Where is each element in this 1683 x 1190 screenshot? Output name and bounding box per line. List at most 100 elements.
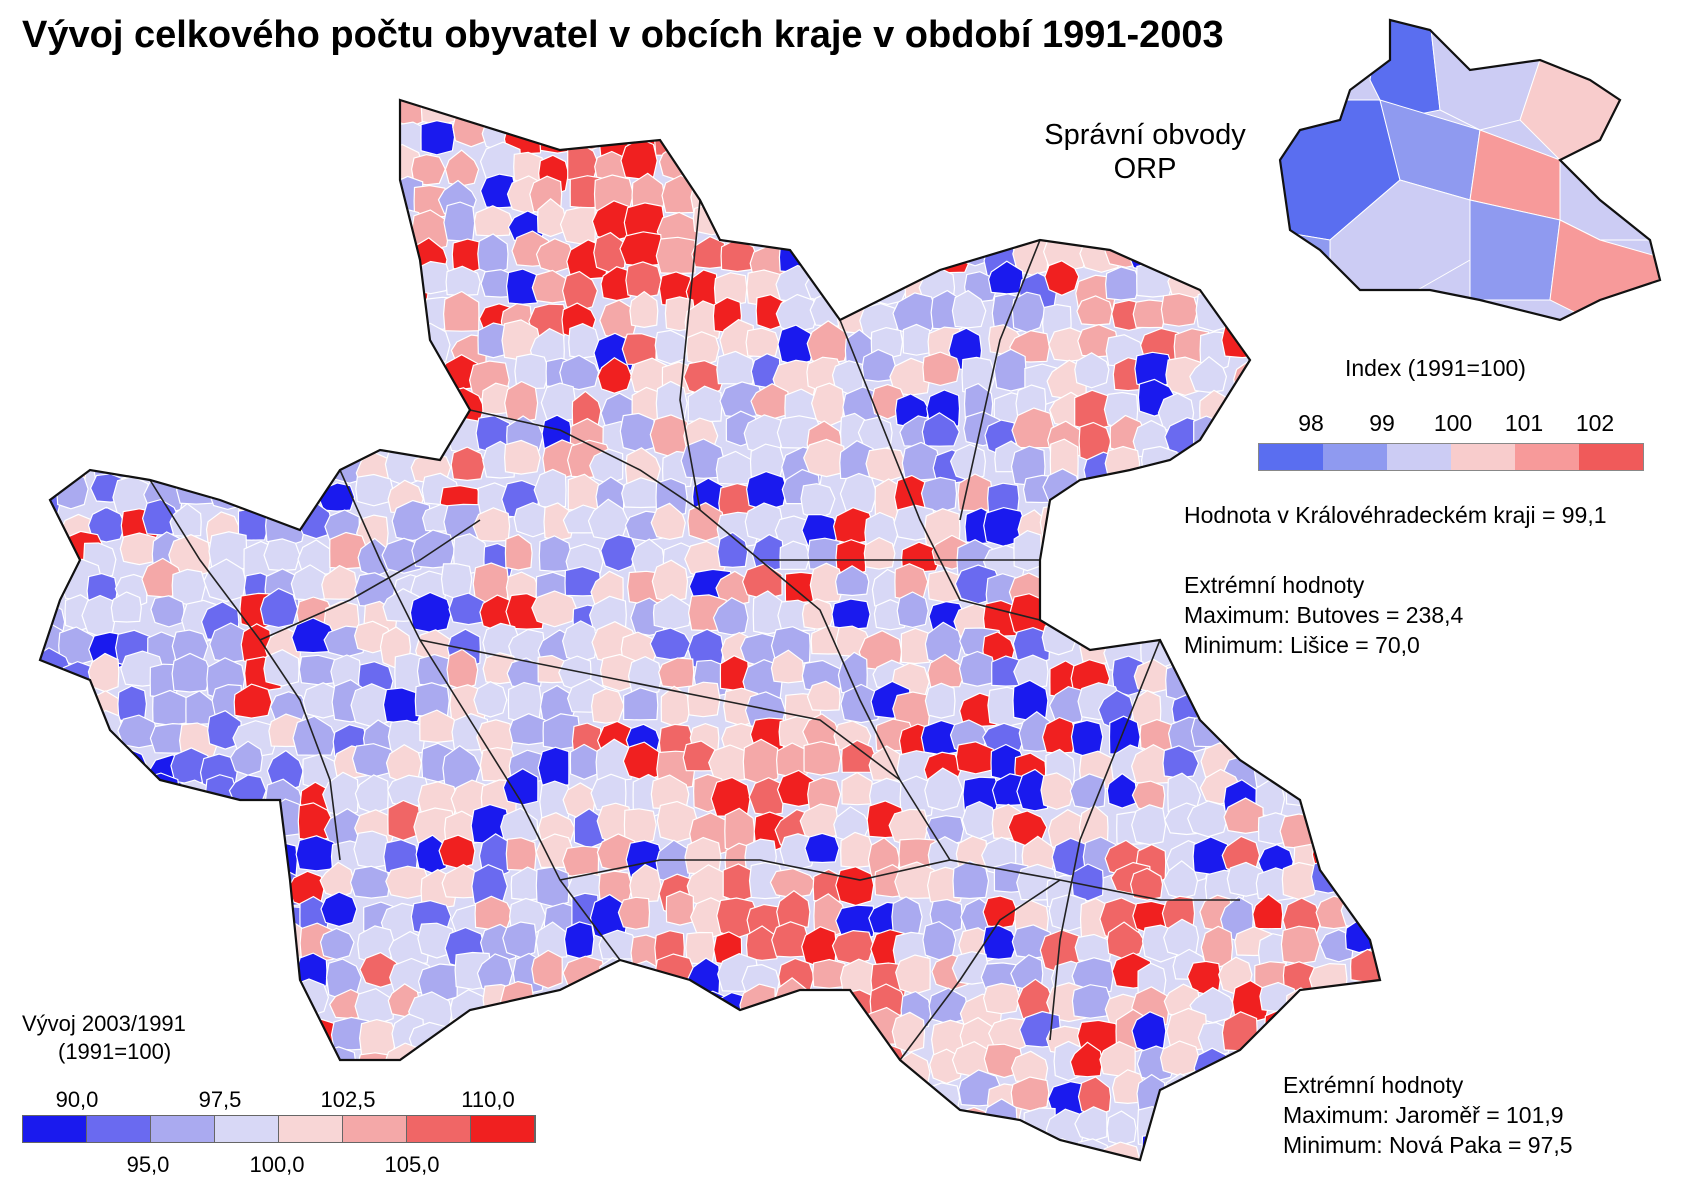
municipality-cell [151, 299, 184, 335]
municipality-cell [40, 682, 55, 720]
municipality-cell [62, 231, 98, 272]
municipality-cell [901, 179, 937, 214]
municipality-cell [720, 1107, 755, 1140]
municipality-cell [1288, 661, 1331, 703]
municipality-cell [1069, 1041, 1104, 1078]
municipality-cell [124, 807, 159, 850]
municipality-cell [260, 453, 302, 492]
municipality-cell [618, 100, 665, 127]
municipality-cell [602, 1047, 639, 1088]
municipality-cell [58, 207, 98, 252]
municipality-cell [599, 1022, 639, 1058]
municipality-cell [741, 1168, 773, 1190]
municipality-cell [590, 688, 625, 724]
municipality-cell [321, 564, 358, 600]
municipality-cell [926, 1107, 960, 1149]
municipality-cell [352, 100, 395, 126]
municipality-cell [292, 142, 331, 177]
municipality-cell [1313, 803, 1351, 832]
municipality-cell [748, 777, 785, 816]
municipality-cell [619, 412, 655, 453]
municipality-cell [505, 1053, 544, 1085]
municipality-cell [1231, 692, 1267, 734]
municipality-cell [504, 533, 533, 571]
municipality-cell [1308, 328, 1341, 373]
municipality-cell [951, 1137, 986, 1160]
municipality-cell [235, 928, 267, 969]
municipality-cell [924, 767, 964, 812]
municipality-cell [40, 444, 60, 483]
municipality-cell [535, 866, 570, 907]
municipality-cell [660, 685, 692, 727]
municipality-cell [330, 348, 363, 391]
municipality-cell [1281, 363, 1322, 403]
municipality-cell [1011, 291, 1046, 333]
municipality-cell [1044, 260, 1080, 296]
municipality-cell [50, 382, 94, 417]
municipality-cell [1277, 712, 1323, 747]
municipality-cell [1259, 360, 1295, 394]
municipality-cell [297, 117, 335, 151]
municipality-cell [690, 153, 730, 185]
municipality-cell [929, 115, 967, 156]
municipality-cell [1231, 262, 1275, 299]
municipality-cell [227, 418, 266, 466]
municipality-cell [782, 178, 812, 218]
municipality-cell [1228, 707, 1269, 748]
municipality-cell [444, 149, 480, 187]
main-legend-title: Vývoj 2003/1991 (1991=100) [22, 1011, 186, 1064]
municipality-cell [778, 199, 821, 243]
municipality-cell [232, 872, 271, 909]
municipality-cell [652, 593, 693, 631]
municipality-cell [507, 100, 539, 119]
municipality-cell [244, 114, 285, 158]
municipality-cell [92, 116, 125, 161]
municipality-cell [712, 1162, 751, 1190]
municipality-cell [1259, 263, 1302, 295]
municipality-cell [687, 681, 721, 718]
municipality-cell [1224, 1166, 1264, 1190]
municipality-cell [209, 353, 248, 390]
municipality-cell [1290, 100, 1328, 119]
municipality-cell [722, 863, 755, 903]
municipality-cell [264, 1077, 303, 1114]
legend-tick-95: 95,0 [126, 1152, 170, 1177]
municipality-cell [895, 232, 934, 266]
municipality-cell [1197, 1021, 1230, 1058]
municipality-cell [841, 178, 878, 208]
municipality-cell [892, 292, 938, 334]
municipality-cell [838, 1174, 874, 1190]
municipality-cell [801, 659, 844, 693]
municipality-cell [775, 293, 819, 333]
municipality-cell [108, 266, 147, 304]
municipality-cell [438, 834, 476, 869]
municipality-cell [922, 351, 961, 387]
municipality-cell [540, 1102, 577, 1138]
municipality-cell [40, 511, 55, 556]
municipality-cell [201, 207, 241, 248]
municipality-cell [199, 1168, 233, 1190]
municipality-cell [443, 201, 476, 242]
municipality-cell [800, 1158, 838, 1160]
municipality-cell [294, 332, 327, 371]
municipality-cell [263, 538, 301, 572]
municipality-cell [1340, 1017, 1374, 1053]
municipality-cell [471, 1052, 516, 1088]
municipality-cell [931, 100, 970, 120]
municipality-cell [1133, 1169, 1172, 1190]
municipality-cell [446, 648, 479, 691]
municipality-cell [748, 116, 792, 162]
municipality-cell [354, 380, 392, 417]
municipality-cell [806, 236, 845, 270]
municipality-cell [1249, 715, 1281, 759]
municipality-cell [502, 768, 539, 806]
municipality-cell [1104, 500, 1143, 531]
municipality-cell [837, 208, 878, 252]
municipality-cell [351, 301, 383, 333]
municipality-cell [601, 100, 642, 128]
municipality-cell [233, 810, 275, 849]
municipality-cell [236, 836, 273, 871]
municipal-extremes: Extrémní hodnoty Maximum: Butoves = 238,… [1184, 570, 1463, 660]
municipality-cell [54, 299, 95, 335]
municipality-cell [1314, 1021, 1353, 1064]
